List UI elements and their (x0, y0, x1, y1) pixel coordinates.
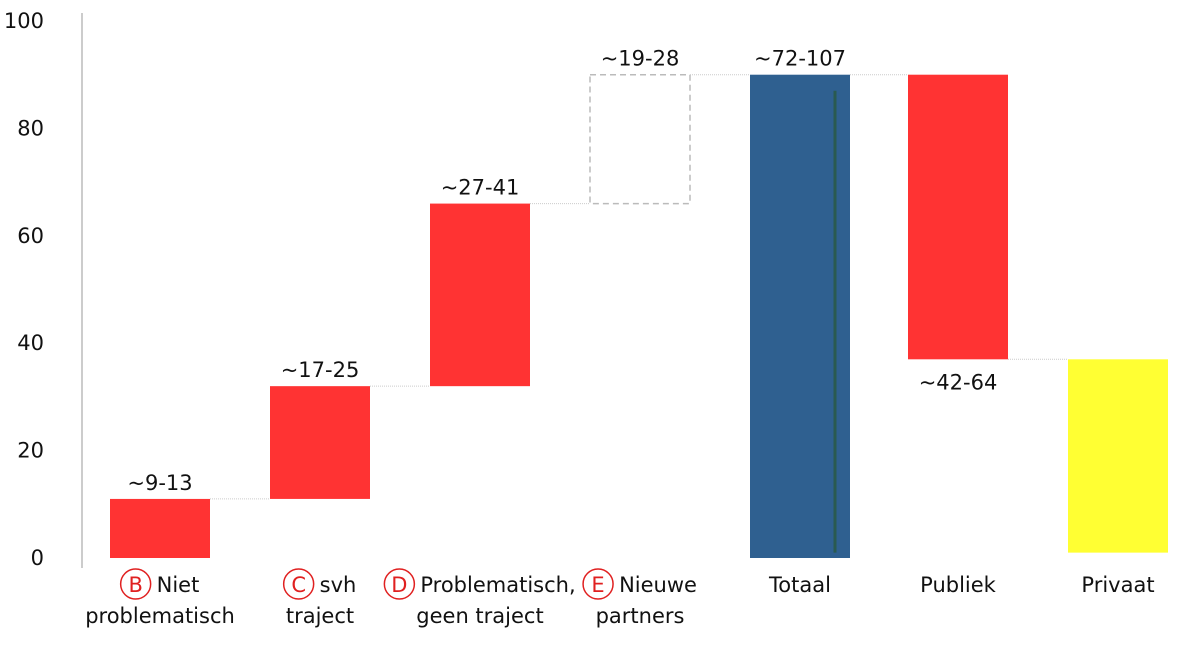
bar (750, 74, 850, 558)
category-label-line: problematisch (85, 604, 235, 628)
bar (270, 386, 370, 499)
category-label-line: Problematisch, (420, 573, 575, 597)
bar (110, 498, 210, 558)
category-label-line: Nieuwe (619, 573, 697, 597)
category-label-line: traject (286, 604, 354, 628)
bar-value-label: ~27-41 (441, 176, 520, 200)
category-label-line: svh (320, 573, 357, 597)
category-badge-circle (119, 568, 152, 600)
connector-lines (210, 74, 1068, 500)
y-tick-label: 100 (4, 9, 44, 33)
y-tick-label: 0 (31, 546, 44, 570)
category-label-line: partners (596, 604, 685, 628)
category-label-line: Privaat (1081, 573, 1154, 597)
category-badge-circle (383, 568, 416, 600)
category-badge-letter: B (128, 573, 142, 597)
category-label: Privaat (1081, 573, 1154, 597)
category-label-line: Niet (157, 573, 200, 597)
bar (1068, 359, 1168, 553)
y-axis: 0 20 40 60 80 100 (4, 9, 83, 570)
data-labels: ~9-13 ~17-25 ~27-41 ~19-28 ~72-107 ~42-64 (127, 47, 997, 495)
bar-value-label: ~17-25 (281, 358, 360, 382)
category-label: Totaal (768, 573, 831, 597)
bar-dashed (589, 73, 691, 205)
category-badge-letter: D (391, 573, 407, 597)
y-tick-label: 20 (17, 439, 44, 463)
bar (908, 74, 1008, 360)
bar-value-label: ~9-13 (127, 471, 192, 495)
category-badge-letter: E (591, 573, 604, 597)
bars (110, 73, 1168, 558)
bar-value-label: ~72-107 (754, 47, 846, 71)
category-badge-letter: C (291, 573, 306, 597)
bar-value-label: ~19-28 (601, 47, 680, 71)
y-tick-label: 60 (17, 224, 44, 248)
bar (430, 203, 530, 387)
category-label: Publiek (920, 573, 997, 597)
y-tick-label: 80 (17, 116, 44, 140)
category-label-line: geen traject (416, 604, 543, 628)
category-label-line: Totaal (768, 573, 831, 597)
category-badge-circle (282, 568, 315, 600)
y-tick-label: 40 (17, 331, 44, 355)
category-label-line: Publiek (920, 573, 997, 597)
bar-value-label: ~42-64 (919, 370, 998, 394)
category-badge-circle (582, 568, 614, 600)
